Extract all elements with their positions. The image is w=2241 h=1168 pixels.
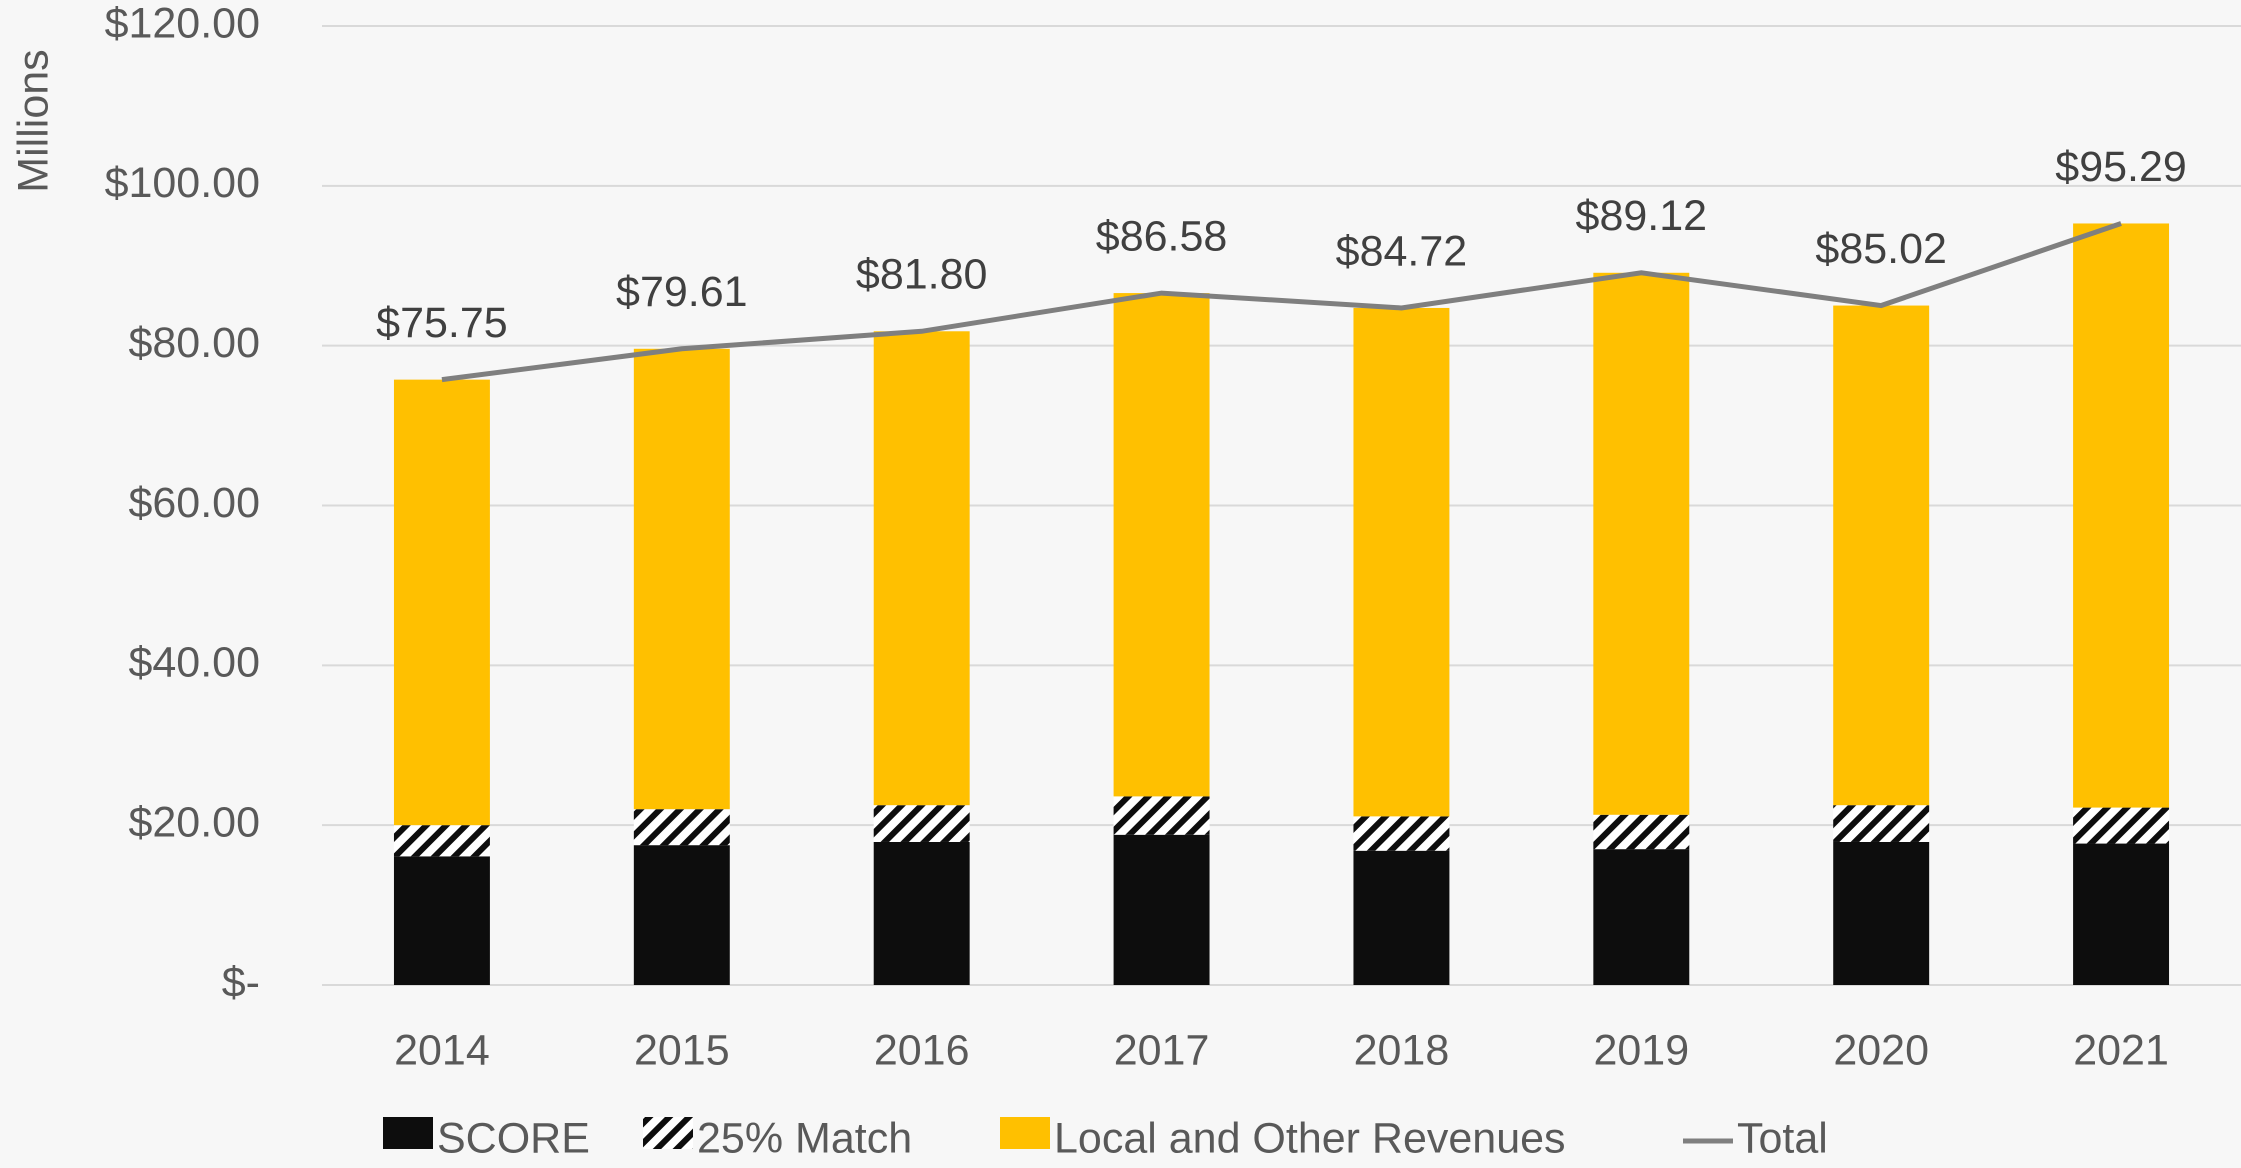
y-tick-label: $20.00 (128, 799, 260, 847)
legend-swatch (643, 1117, 693, 1149)
legend-swatch (383, 1117, 433, 1149)
legend-label: Local and Other Revenues (1054, 1114, 1566, 1162)
bar-segment (1113, 834, 1210, 985)
bar-segment (633, 809, 730, 846)
bar-segment (1113, 293, 1210, 797)
bar-segment (1353, 850, 1450, 985)
bar-segment (633, 845, 730, 985)
x-tick-label: 2020 (1833, 1026, 1929, 1074)
data-label: $86.58 (1096, 212, 1228, 260)
y-tick-label: $120.00 (105, 0, 260, 47)
bar-segment (2073, 223, 2170, 808)
bar-segment (1113, 796, 1210, 835)
legend-label: 25% Match (697, 1114, 912, 1162)
x-tick-label: 2015 (634, 1026, 730, 1074)
bar-segment (1353, 816, 1450, 851)
y-tick-label: $100.00 (105, 159, 260, 207)
x-tick-label: 2018 (1354, 1026, 1450, 1074)
data-label: $75.75 (376, 299, 508, 347)
y-tick-label: $40.00 (128, 639, 260, 687)
data-label: $79.61 (616, 268, 748, 316)
y-axis-label: Millions (9, 49, 57, 192)
data-label: $85.02 (1815, 225, 1947, 273)
bar-segment (393, 856, 490, 985)
y-tick-label: $80.00 (128, 319, 260, 367)
x-tick-label: 2019 (1593, 1026, 1689, 1074)
legend-label: SCORE (437, 1114, 590, 1162)
data-label: $89.12 (1576, 192, 1708, 240)
bar-segment (1833, 805, 1930, 842)
x-tick-label: 2017 (1114, 1026, 1210, 1074)
bar-segment (393, 379, 490, 826)
bar-segment (1593, 272, 1690, 815)
bar-segment (2073, 807, 2170, 844)
bar-segment (1353, 307, 1450, 817)
data-label: $84.72 (1336, 227, 1468, 275)
bar-segment (1593, 814, 1690, 850)
bar-segment (1593, 849, 1690, 985)
bar-segment (1833, 841, 1930, 985)
bar-segment (873, 331, 970, 806)
x-tick-label: 2014 (394, 1026, 490, 1074)
bar-segment (1833, 305, 1930, 806)
data-label: $81.80 (856, 251, 988, 299)
total-line (441, 221, 2122, 383)
bar-segment (633, 348, 730, 810)
bar-segment (873, 805, 970, 842)
y-tick-label: $60.00 (128, 479, 260, 527)
x-tick-label: 2021 (2073, 1026, 2169, 1074)
x-tick-label: 2016 (874, 1026, 970, 1074)
legend-label: Total (1737, 1114, 1828, 1162)
bar-segment (2073, 843, 2170, 985)
bar-segment (873, 841, 970, 985)
data-label: $95.29 (2055, 143, 2187, 191)
y-tick-label: $- (222, 958, 260, 1006)
bar-segment (393, 825, 490, 857)
legend-swatch (1000, 1117, 1050, 1149)
